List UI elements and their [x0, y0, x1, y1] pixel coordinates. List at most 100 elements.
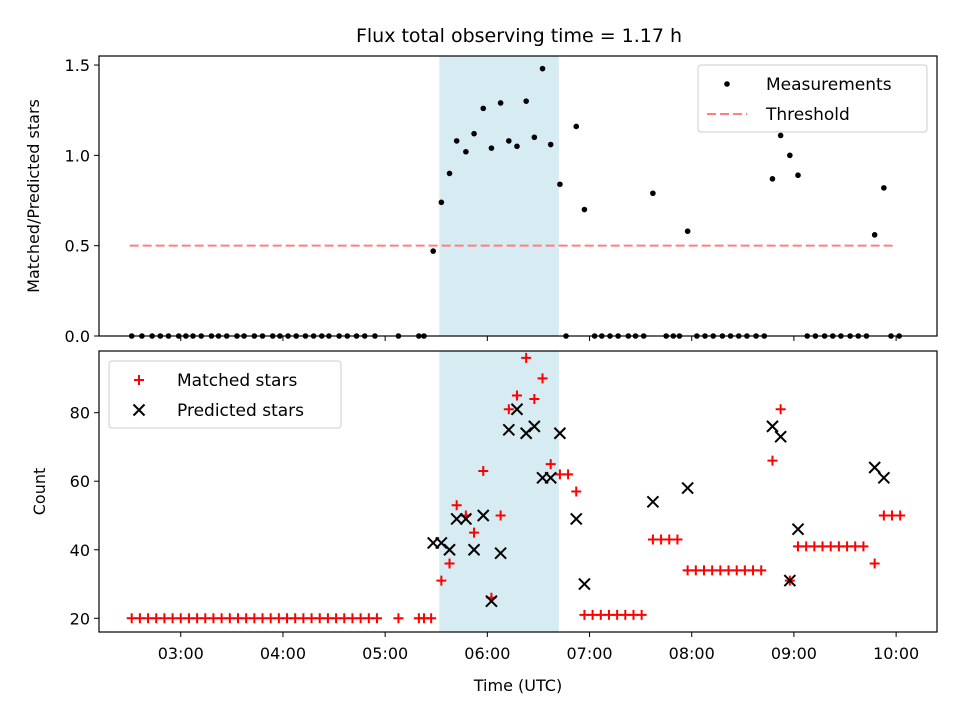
legend-label-measurements: Measurements	[766, 75, 892, 95]
predicted-star-point	[510, 403, 524, 416]
legend-marker-predicted	[132, 403, 146, 417]
measurement-point	[557, 181, 563, 188]
matched-star-point	[495, 510, 506, 521]
x-tick-label: 09:00	[771, 644, 817, 663]
predicted-star-point	[485, 594, 498, 608]
measurement-point	[581, 206, 588, 213]
predicted-star-point	[791, 522, 805, 536]
matched-star-point	[451, 500, 462, 511]
measurement-point	[871, 232, 878, 238]
predicted-star-point	[450, 512, 463, 526]
observing-span	[439, 351, 559, 632]
measurement-point	[488, 145, 495, 151]
measurement-point	[446, 170, 453, 177]
x-tick-label: 08:00	[669, 644, 715, 663]
matched-star-point	[756, 565, 767, 576]
matched-star-point	[869, 558, 880, 569]
predicted-star-point	[467, 543, 481, 556]
legend-marker-matched	[134, 375, 144, 385]
matched-star-point	[895, 510, 906, 521]
x-tick-label: 10:00	[873, 644, 919, 663]
matched-star-point	[436, 575, 447, 586]
x-tick-label: 05:00	[362, 644, 408, 663]
measurement-point	[471, 130, 477, 137]
bottom-panel: 20 40 60 80 03:00 04:00 05:00 06:00 07:00 08:00 09…	[30, 350, 938, 695]
y-tick-label: 0.5	[65, 237, 90, 256]
measurement-point	[438, 199, 445, 206]
legend: Matched stars Predicted stars	[108, 360, 342, 429]
predicted-star-point	[443, 543, 456, 556]
measurement-point	[795, 172, 801, 179]
x-axis-label: Time (UTC)	[473, 676, 562, 695]
x-tick-label: 07:00	[566, 644, 612, 663]
measurement-point	[430, 248, 436, 254]
predicted-star-point	[646, 495, 660, 508]
measurement-point	[881, 185, 887, 191]
measurement-point	[573, 123, 580, 130]
measurement-point	[523, 98, 529, 104]
matched-star-point	[767, 455, 778, 466]
matched-star-point	[371, 613, 382, 624]
x-tick-label: 06:00	[464, 644, 510, 663]
measurement-point	[531, 134, 538, 141]
y-tick-label: 1.0	[65, 146, 90, 165]
predicted-star-point	[459, 512, 473, 526]
matched-star-point	[571, 486, 582, 497]
measurement-point	[547, 141, 554, 148]
y-tick-label: 40	[70, 541, 90, 560]
legend-box	[108, 360, 342, 429]
y-axis-label: Matched/Predicted stars	[24, 99, 43, 293]
matched-star-point	[478, 465, 489, 476]
measurement-point	[787, 152, 793, 159]
axes-frame	[98, 350, 938, 633]
predicted-star-point	[553, 427, 567, 440]
legend-box	[697, 64, 928, 133]
y-tick-label: 60	[70, 472, 90, 491]
matched-star-point	[537, 373, 548, 384]
predicted-star-point	[502, 423, 516, 437]
matched-star-point	[503, 404, 514, 415]
chart-title: Flux total observing time = 1.17 h	[356, 25, 682, 47]
y-tick-label: 20	[70, 609, 90, 628]
y-tick-label: 80	[70, 404, 90, 423]
observing-span	[439, 56, 559, 336]
measurement-point	[539, 65, 546, 72]
measurement-point	[777, 132, 784, 139]
predicted-star-point	[783, 574, 797, 587]
legend-label-threshold: Threshold	[765, 105, 850, 125]
matched-star-point	[511, 390, 522, 401]
series-predicted-stars	[426, 403, 891, 608]
predicted-star-point	[766, 420, 779, 433]
axes-frame	[98, 55, 938, 337]
x-tick-label: 03:00	[158, 644, 204, 663]
predicted-star-point	[494, 546, 507, 560]
legend-label-matched: Matched stars	[177, 371, 297, 391]
measurement-point	[514, 143, 520, 150]
predicted-star-point	[570, 512, 583, 526]
measurement-point	[480, 105, 487, 112]
series-matched-stars	[126, 352, 906, 624]
predicted-star-point	[477, 509, 490, 522]
y-axis-label: Count	[30, 468, 49, 516]
legend-label-predicted: Predicted stars	[177, 401, 304, 421]
predicted-star-point	[868, 461, 881, 474]
series-measurements	[128, 65, 902, 339]
measurement-point	[650, 190, 656, 197]
y-tick-label: 1.5	[65, 56, 90, 75]
top-panel: 0.0 0.5 1.0 1.5 Matched/Predicted stars Measu…	[24, 55, 938, 346]
predicted-star-point	[774, 430, 787, 443]
matched-star-point	[858, 541, 869, 552]
y-tick-label: 0.0	[65, 327, 90, 346]
matched-star-point	[545, 459, 556, 470]
predicted-star-point	[681, 481, 694, 495]
matched-star-point	[426, 613, 437, 624]
matched-star-point	[469, 527, 480, 538]
measurement-point	[453, 138, 460, 144]
x-tick-label: 04:00	[260, 644, 306, 663]
measurement-point	[684, 228, 691, 235]
matched-star-point	[529, 393, 540, 404]
predicted-star-point	[544, 471, 557, 485]
predicted-star-point	[528, 420, 541, 433]
matched-star-point	[672, 534, 683, 545]
